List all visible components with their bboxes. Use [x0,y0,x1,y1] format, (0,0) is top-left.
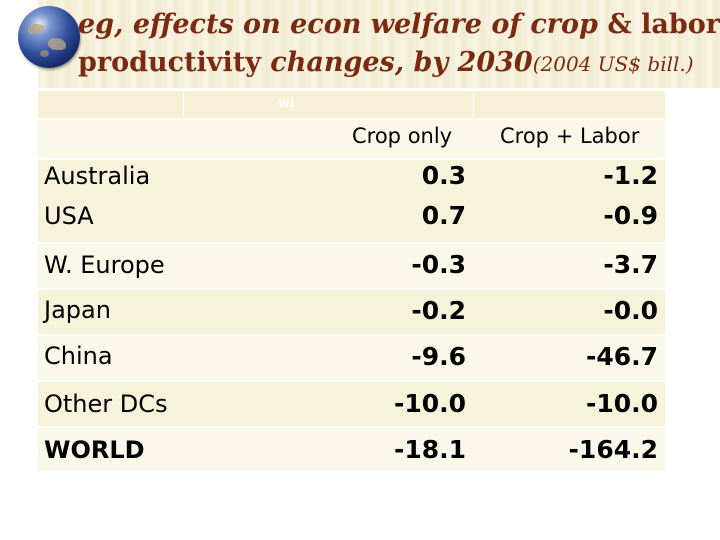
region-label: USA [44,202,94,230]
value-crop-only: 0.3 [421,161,466,190]
header-fragment: wi [278,96,295,111]
region-label: W. Europe [44,251,165,279]
value-crop-labor: -3.7 [603,250,658,279]
value-crop-labor: -164.2 [568,435,658,464]
value-crop-labor: -0.9 [603,201,658,230]
table-row [38,428,665,471]
table-row [38,336,665,380]
column-header-crop-labor: Crop + Labor [500,124,640,148]
region-label: China [44,342,113,370]
value-crop-only: -18.1 [393,435,466,464]
value-crop-only: -0.2 [411,296,466,325]
column-header-row [38,120,665,158]
value-crop-only: -10.0 [393,389,466,418]
slide-title: eg, effects on econ welfare of crop & la… [78,6,720,83]
region-label: Other DCs [44,390,168,418]
globe-icon [18,6,80,68]
table-row [38,382,665,426]
region-label-world: WORLD [44,436,145,464]
title-band [38,0,720,88]
value-crop-labor: -10.0 [585,389,658,418]
table-row [38,160,665,242]
value-crop-only: -0.3 [411,250,466,279]
value-crop-only: -9.6 [411,342,466,371]
value-crop-labor: -46.7 [585,342,658,371]
region-label: Australia [44,162,151,190]
table-row [38,290,665,334]
region-label: Japan [44,296,111,324]
value-crop-only: 0.7 [421,201,466,230]
value-crop-labor: -1.2 [603,161,658,190]
table-row [38,244,665,288]
column-header-crop-only: Crop only [352,124,453,148]
value-crop-labor: -0.0 [603,296,658,325]
welfare-table: wi [38,91,665,471]
title-line-2: productivity changes, by 2030(2004 US$ b… [78,47,694,78]
table-header-strip [38,91,665,118]
title-line-1: eg, effects on econ welfare of crop & la… [78,9,720,40]
